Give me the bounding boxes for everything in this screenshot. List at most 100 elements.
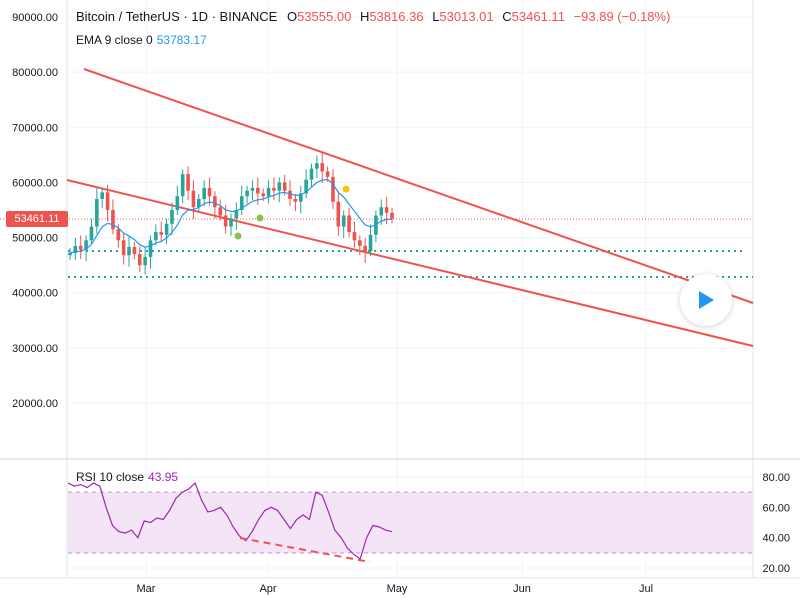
trendline-upper[interactable] [83,68,754,304]
candle-body [250,187,255,191]
candle-body [256,187,260,194]
candle-body [266,187,271,197]
rsi-tick-label: 80.00 [762,472,790,484]
scroll-to-realtime-button[interactable] [680,274,732,326]
candle-body [309,168,314,180]
low-value: 53013.01 [439,9,494,24]
time-tick-label: Jul [639,583,653,595]
candle-body [368,234,373,252]
trendline-lower[interactable] [66,179,754,347]
candle-body [234,210,239,219]
change-value: −93.89 (−0.18%) [573,9,671,24]
candle-body [186,174,190,191]
price-tick-label: 90000.00 [12,12,58,24]
close-value: 53461.11 [511,9,565,24]
high-value: 53816.36 [369,9,424,24]
price-tick-label: 80000.00 [12,67,58,79]
candle-body [288,190,292,199]
candle-body [304,179,308,194]
candle-body [89,226,94,241]
rsi-tick-label: 20.00 [762,563,790,575]
candle-body [352,232,357,241]
open-label: O [286,9,298,24]
candle-body [315,163,319,169]
candle-body [127,246,131,256]
high-label: H [359,9,370,24]
price-axis[interactable]: 90000.00 80000.00 70000.00 60000.00 50000.00… [12,12,58,410]
candle-body [180,174,185,197]
candle-body [137,254,142,266]
candle-body [197,198,201,208]
close-label: C [502,9,512,24]
candle-body [148,240,153,257]
candle-body [73,245,78,254]
price-tick-label: 20000.00 [12,398,58,410]
candle-body [191,190,196,208]
candle-body [175,196,180,210]
candle-body [384,207,389,213]
ema-label: EMA 9 close 0 [76,33,153,47]
ema-value: 53783.17 [156,33,207,47]
candle-body [164,223,169,235]
ema-line [69,178,393,254]
grid-lines [68,0,753,578]
candle-body [261,193,265,197]
price-tick-label: 70000.00 [12,122,58,134]
candle-body [202,187,206,199]
candle-body [239,196,244,210]
rsi-tick-label: 60.00 [762,502,790,514]
rsi-value: 43.95 [148,470,179,484]
candle-body [282,182,287,191]
candlestick-series [68,152,394,275]
open-value: 53555.00 [297,9,352,24]
price-tick-label: 60000.00 [12,177,58,189]
candle-body [111,210,115,230]
time-tick-label: Apr [259,583,276,595]
candle-body [223,215,228,227]
candle-body [331,176,335,202]
candle-body [213,196,217,208]
candle-body [347,215,351,233]
signal-dot-green [234,232,242,240]
candle-body [363,245,367,252]
rsi-divergence-line[interactable] [239,537,371,563]
time-tick-label: Jun [513,583,531,595]
time-tick-label: Mar [137,583,156,595]
candle-body [229,218,233,227]
candle-body [143,256,147,266]
candle-body [105,192,110,210]
candle-body [358,240,362,246]
low-label: L [432,9,440,24]
rsi-axis[interactable]: 80.00 60.00 40.00 20.00 [762,472,790,575]
candle-body [336,201,341,227]
last-price-tag: 53461.11 [6,211,68,227]
candle-body [84,240,88,250]
candle-body [154,232,158,241]
candle-body [245,190,249,197]
symbol-legend[interactable]: Bitcoin / TetherUS · 1D · BINANCE O53555… [76,9,675,24]
candle-body [159,232,164,235]
candle-body [170,210,174,224]
candle-body [272,187,276,191]
candle-body [132,246,137,255]
signal-dot-green [256,214,264,222]
candle-body [341,215,346,227]
rsi-tick-label: 40.00 [762,533,790,545]
ema-legend[interactable]: EMA 9 close 0 53783.17 [76,33,207,47]
candle-body [293,198,298,202]
candle-body [95,198,99,227]
rsi-label: RSI 10 close [76,470,145,484]
candle-body [116,229,121,241]
candle-body [68,253,72,256]
rsi-band [68,492,753,553]
rsi-legend[interactable]: RSI 10 close 43.95 [76,470,178,484]
candle-body [277,182,282,191]
candle-body [207,187,212,197]
time-tick-label: May [387,583,408,595]
rsi-line [67,482,393,560]
time-axis[interactable]: Mar Apr May Jun Jul [137,583,654,595]
candle-body [390,212,394,219]
symbol-title[interactable]: Bitcoin / TetherUS · 1D · BINANCE [76,9,278,24]
price-tick-label: 30000.00 [12,343,58,355]
